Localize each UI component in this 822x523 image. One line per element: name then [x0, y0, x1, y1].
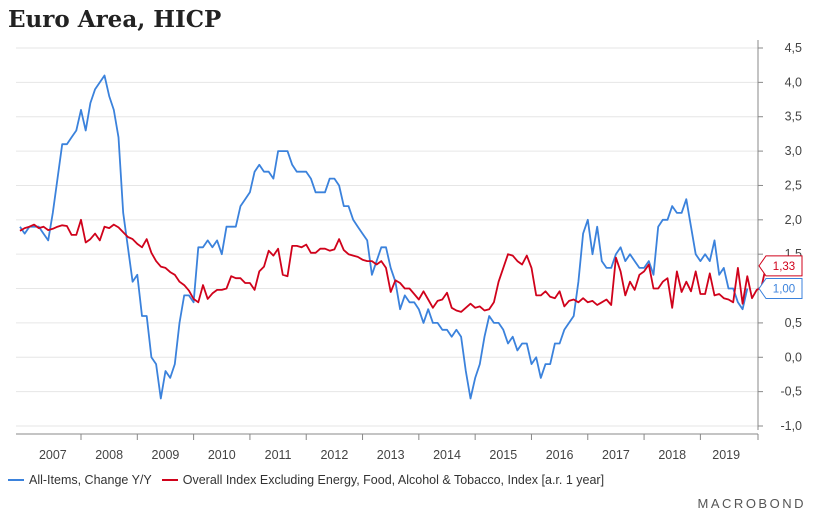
- x-tick-label: 2013: [377, 448, 405, 462]
- x-tick-label: 2018: [658, 448, 686, 462]
- series-line-all-items: [19, 74, 749, 400]
- x-tick-label: 2016: [546, 448, 574, 462]
- legend-label-core: Overall Index Excluding Energy, Food, Al…: [182, 473, 605, 487]
- y-tick-label: 0,0: [785, 350, 802, 364]
- legend-swatch-red: [161, 479, 178, 481]
- x-tick-label: 2019: [712, 448, 740, 462]
- end-label-box: [758, 278, 803, 300]
- x-tick-label: 2010: [208, 448, 236, 462]
- macrobond-logo: MACROBOND: [697, 496, 806, 511]
- x-tick-label: 2011: [265, 448, 292, 462]
- end-label-text: 1,33: [773, 261, 795, 273]
- x-axis: 2007 2008 2009 2010 2011 2012 2013 2014 2015 2016…: [16, 433, 759, 462]
- x-tick-label: 2017: [602, 448, 630, 462]
- y-tick-label: 2,5: [785, 178, 802, 192]
- y-tick-label: -0,5: [780, 385, 802, 399]
- legend-label-all-items: All-Items, Change Y/Y: [29, 473, 152, 487]
- legend-item-core: Overall Index Excluding Energy, Food, Al…: [161, 473, 605, 487]
- y-tick-label: 4,0: [785, 75, 802, 89]
- x-tick-label: 2014: [433, 448, 461, 462]
- x-tick-label: 2008: [95, 448, 123, 462]
- legend-swatch-blue: [8, 479, 24, 481]
- x-tick-label: 2012: [320, 448, 348, 462]
- legend: All-Items, Change Y/Y Overall Index Excl…: [8, 473, 614, 487]
- chart-title: Euro Area, HICP: [8, 6, 222, 33]
- legend-item-all-items: All-Items, Change Y/Y: [8, 473, 152, 487]
- y-tick-label: 4,5: [785, 41, 802, 55]
- y-axis: 4,54,03,53,02,52,01,51,00,50,0-0,5-1,0: [757, 40, 802, 433]
- y-tick-label: 2,0: [785, 213, 802, 227]
- series-lines: [19, 74, 767, 400]
- series-line-core: [19, 218, 767, 313]
- x-tick-label: 2009: [152, 448, 180, 462]
- y-tick-label: 3,5: [785, 110, 802, 124]
- end-label-text: 1,00: [773, 284, 795, 296]
- y-tick-label: -1,0: [780, 419, 802, 433]
- end-label-box: [758, 255, 803, 277]
- end-label-core: 1,33: [758, 255, 803, 277]
- y-tick-label: 3,0: [785, 144, 802, 158]
- end-label-all-items: 1,00: [758, 278, 803, 300]
- x-tick-label: 2015: [489, 448, 517, 462]
- x-tick-label: 2007: [39, 448, 67, 462]
- y-tick-label: 0,5: [785, 316, 802, 330]
- end-labels: 1,00 1,33: [758, 255, 803, 300]
